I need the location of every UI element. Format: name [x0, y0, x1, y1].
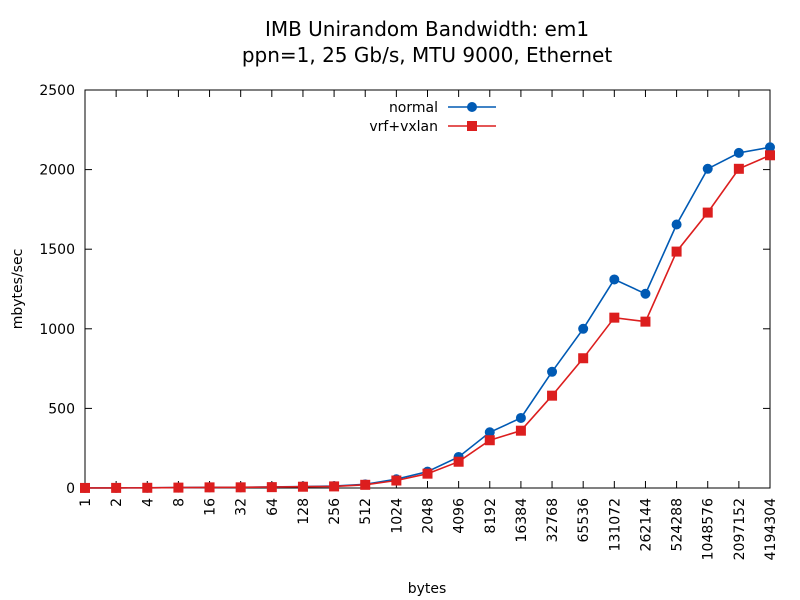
data-point: [515, 412, 526, 423]
series-line: [85, 154, 771, 489]
data-point: [297, 481, 308, 492]
data-point: [484, 427, 495, 438]
plot-border: [84, 89, 771, 489]
x-tick-label: 65536: [576, 498, 592, 543]
data-point: [422, 468, 433, 479]
data-point: [765, 142, 775, 153]
legend-marker: [467, 121, 477, 131]
x-tick-label: 2048: [421, 498, 437, 534]
y-tick-label: 2000: [39, 163, 75, 179]
data-point: [360, 479, 371, 490]
x-axis-label: bytes: [408, 581, 447, 597]
data-point: [733, 147, 744, 158]
x-tick-label: 1024: [389, 498, 405, 534]
data-point: [142, 482, 153, 493]
plot-frame: [84, 89, 771, 489]
data-point: [204, 482, 215, 493]
data-point: [329, 481, 340, 492]
x-tick-label: 8192: [483, 498, 499, 534]
data-point: [80, 482, 90, 493]
x-axis: 1 2 4 8 16 32 64 128 256 512 1024 2048 4096 8192 16384…: [78, 90, 779, 560]
data-point: [733, 163, 744, 174]
x-tick-label: 2097152: [732, 498, 748, 560]
x-tick-label: 1048576: [701, 498, 717, 560]
legend-label: vrf+vxlan: [369, 119, 438, 135]
x-tick-label: 4194304: [763, 498, 779, 560]
data-point: [671, 219, 682, 230]
chart-title: IMB Unirandom Bandwidth: em1: [265, 17, 589, 41]
data-point: [578, 323, 589, 334]
x-tick-label: 131072: [607, 498, 623, 551]
y-tick-label: 1500: [39, 242, 75, 258]
y-axis-label: mbytes/sec: [10, 249, 26, 330]
x-tick-label: 64: [265, 498, 281, 516]
data-point: [484, 435, 495, 446]
data-point: [547, 390, 558, 401]
series-line: [85, 146, 771, 489]
data-point: [578, 353, 589, 364]
x-tick-label: 16: [203, 498, 219, 516]
data-point: [609, 274, 620, 285]
data-point: [547, 366, 558, 377]
chart-subtitle: ppn=1, 25 Gb/s, MTU 9000, Ethernet: [242, 43, 613, 67]
x-tick-label: 262144: [638, 498, 654, 552]
x-tick-label: 32: [234, 498, 250, 516]
data-point: [609, 312, 620, 323]
x-tick-label: 32768: [545, 498, 561, 543]
x-tick-label: 4096: [452, 498, 468, 534]
data-point: [235, 482, 246, 493]
data-point: [671, 246, 682, 257]
x-tick-label: 4: [140, 498, 156, 507]
data-point: [266, 482, 277, 493]
x-tick-label: 16384: [514, 498, 530, 543]
data-point: [702, 163, 713, 174]
legend-marker: [467, 102, 477, 112]
x-tick-label: 524288: [670, 498, 686, 551]
data-point: [765, 150, 775, 161]
series-layer: [80, 142, 775, 493]
x-tick-label: 256: [327, 498, 343, 525]
data-point: [640, 288, 651, 299]
x-tick-label: 8: [171, 498, 187, 507]
x-tick-label: 1: [78, 498, 94, 507]
legend-label: normal: [389, 100, 438, 116]
data-point: [640, 316, 651, 327]
series-vrf-vxlan: [80, 150, 775, 493]
data-point: [111, 482, 122, 493]
data-point: [173, 482, 184, 493]
x-tick-label: 512: [358, 498, 374, 525]
data-point: [702, 207, 713, 218]
y-tick-label: 1000: [39, 322, 75, 338]
data-point: [391, 475, 402, 486]
data-point: [453, 456, 464, 467]
series-normal: [80, 142, 775, 493]
legend: normal vrf+vxlan: [369, 100, 496, 135]
y-axis: 0 500 1000 1500 2000 2500: [39, 83, 770, 497]
x-tick-label: 2: [109, 498, 125, 507]
y-tick-label: 500: [48, 401, 75, 417]
data-point: [515, 425, 526, 436]
y-tick-label: 0: [66, 481, 75, 497]
x-tick-label: 128: [296, 498, 312, 525]
y-tick-label: 2500: [39, 83, 75, 99]
